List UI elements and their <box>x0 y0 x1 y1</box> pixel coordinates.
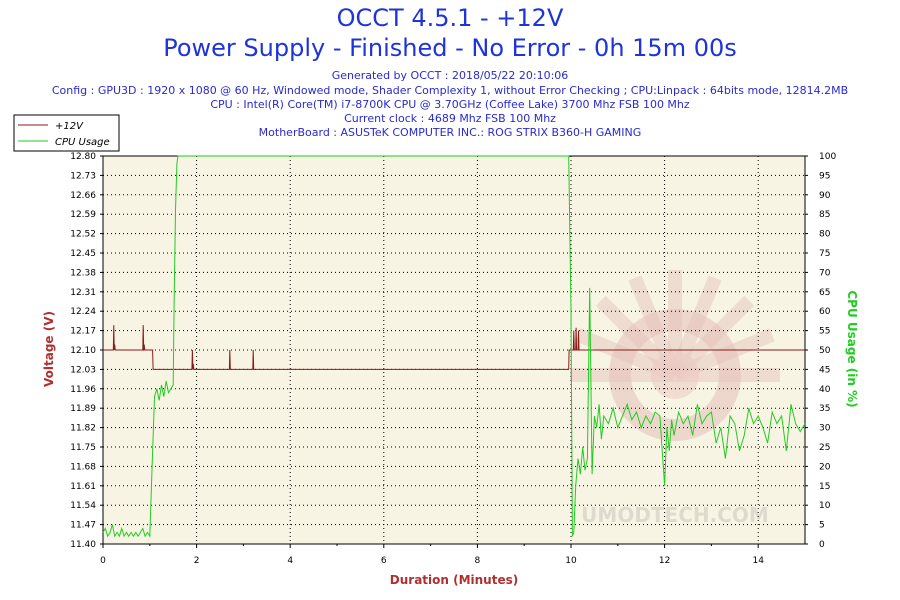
y-tick-label: 11.68 <box>70 462 96 472</box>
y-tick-label: 12.45 <box>70 249 96 259</box>
y-tick-label: 12.80 <box>70 152 96 162</box>
y2-tick-label: 85 <box>819 210 830 220</box>
chart-title: OCCT 4.5.1 - +12V <box>336 4 564 32</box>
x-axis-label: Duration (Minutes) <box>390 573 518 587</box>
x-tick-label: 8 <box>475 556 481 566</box>
clock-line: Current clock : 4689 Mhz FSB 100 Mhz <box>344 112 556 125</box>
config-line: Config : GPU3D : 1920 x 1080 @ 60 Hz, Wi… <box>51 84 849 97</box>
cpu-line: CPU : Intel(R) Core(TM) i7-8700K CPU @ 3… <box>210 98 690 111</box>
x-tick-label: 12 <box>659 556 670 566</box>
watermark-text: UMODTECH.COM <box>581 503 769 527</box>
series-layer <box>102 155 806 538</box>
y2-tick-label: 10 <box>819 501 831 511</box>
y2-tick-label: 20 <box>819 462 831 472</box>
y2-tick-label: 5 <box>819 521 825 531</box>
y-tick-label: 12.10 <box>70 346 96 356</box>
y-tick-label: 11.75 <box>70 443 96 453</box>
y-tick-label: 11.47 <box>70 521 96 531</box>
y2-tick-label: 15 <box>819 482 830 492</box>
legend-box <box>13 114 120 152</box>
y2-tick-label: 35 <box>819 404 830 414</box>
x-tick-label: 14 <box>752 556 764 566</box>
y2-tick-label: 75 <box>819 249 830 259</box>
y2-tick-label: 100 <box>819 152 836 162</box>
y-tick-label: 12.31 <box>70 288 96 298</box>
y2-tick-label: 65 <box>819 288 830 298</box>
y-tick-label: 12.59 <box>70 210 96 220</box>
y-tick-label: 12.73 <box>70 171 96 181</box>
y2-tick-label: 0 <box>819 540 825 550</box>
y2-tick-label: 60 <box>819 307 831 317</box>
legend-label: +12V <box>55 121 84 132</box>
x-tick-label: 2 <box>194 556 200 566</box>
y-tick-label: 12.03 <box>70 365 96 375</box>
y-tick-label: 11.89 <box>70 404 96 414</box>
y2-tick-label: 55 <box>819 327 830 337</box>
x-tick-label: 6 <box>381 556 387 566</box>
y-tick-label: 12.17 <box>70 327 96 337</box>
y-tick-label: 12.24 <box>70 307 96 317</box>
motherboard-line: MotherBoard : ASUSTeK COMPUTER INC.: ROG… <box>258 126 642 139</box>
x-tick-label: 0 <box>100 556 106 566</box>
watermark-logo: UMODTECH.COM <box>570 270 780 527</box>
legend: +12V CPU Usage <box>13 114 120 152</box>
y2-tick-label: 95 <box>819 171 830 181</box>
y2-tick-label: 30 <box>819 424 831 434</box>
x-tick-label: 4 <box>287 556 293 566</box>
y2-tick-label: 80 <box>819 230 831 240</box>
y-tick-label: 12.52 <box>70 230 96 240</box>
y-tick-label: 11.54 <box>70 501 96 511</box>
chart-subtitle: Power Supply - Finished - No Error - 0h … <box>163 34 737 62</box>
x-tick-label: 10 <box>565 556 577 566</box>
y-axis-label: Voltage (V) <box>42 311 56 387</box>
y2-tick-label: 90 <box>819 191 831 201</box>
y-tick-label: 11.82 <box>70 424 96 434</box>
watermark-core <box>651 351 699 399</box>
series-line-voltage <box>103 325 805 370</box>
y-tick-label: 11.40 <box>70 540 96 550</box>
y2-tick-label: 25 <box>819 443 830 453</box>
y2-axis-label: CPU Usage (in %) <box>845 290 859 407</box>
generated-line: Generated by OCCT : 2018/05/22 20:10:06 <box>331 69 569 82</box>
y2-tick-label: 70 <box>819 268 831 278</box>
y2-tick-label: 50 <box>819 346 831 356</box>
series-line-cpu-usage <box>102 155 806 538</box>
y-tick-label: 11.61 <box>70 482 96 492</box>
y-tick-label: 11.96 <box>70 385 96 395</box>
y-tick-label: 12.38 <box>70 268 96 278</box>
y2-tick-label: 40 <box>819 385 831 395</box>
y-tick-label: 12.66 <box>70 191 96 201</box>
legend-label: CPU Usage <box>55 137 110 148</box>
y2-tick-label: 45 <box>819 365 830 375</box>
